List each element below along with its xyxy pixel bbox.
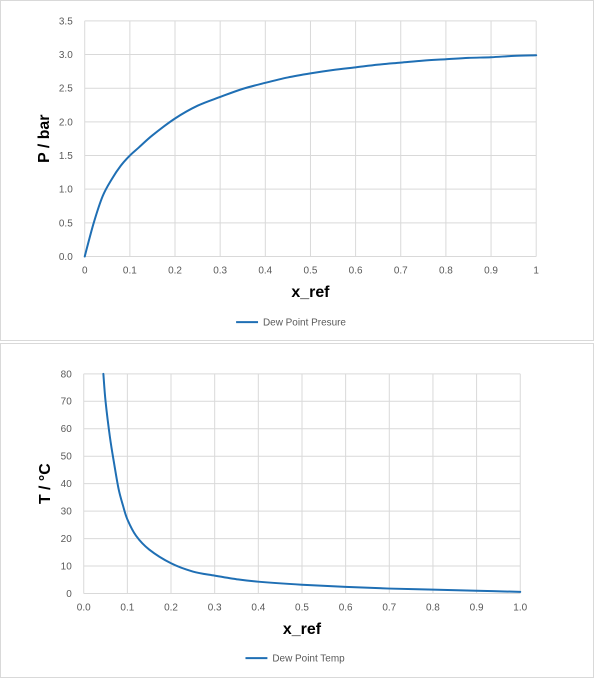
x-axis-title: x_ref xyxy=(283,621,322,638)
legend-label: Dew Point Presure xyxy=(263,318,346,329)
x-tick-label: 0.1 xyxy=(123,265,137,276)
x-tick-label: 0.2 xyxy=(164,602,178,613)
x-tick-label: 0.3 xyxy=(208,602,222,613)
y-tick-label: 0.5 xyxy=(59,218,73,229)
y-axis-title: P / bar xyxy=(36,115,53,163)
x-tick-label: 0.7 xyxy=(382,602,396,613)
x-tick-label: 0.5 xyxy=(295,602,309,613)
y-tick-label: 1.5 xyxy=(59,151,73,162)
temperature-chart: 0 10 20 30 40 50 60 70 80 0.0 0.1 0.2 0.3 0.4 0.5 0.6 0.… xyxy=(37,369,528,665)
y-tick-label: 10 xyxy=(61,562,73,573)
y-tick-label: 20 xyxy=(61,534,73,545)
x-tick-label: 0.4 xyxy=(251,602,265,613)
y-tick-label: 2.5 xyxy=(59,84,73,95)
y-axis-title: T / °C xyxy=(37,463,54,504)
y-tick-label: 2.0 xyxy=(59,117,73,128)
x-tick-label: 0.8 xyxy=(426,602,440,613)
y-tick-label: 0.0 xyxy=(59,252,73,263)
x-tick-label: 0 xyxy=(82,265,88,276)
x-tick-label: 0.3 xyxy=(213,265,227,276)
series-line xyxy=(83,54,538,258)
pressure-chart: 0.0 0.5 1.0 1.5 2.0 2.5 3.0 3.5 0 0.1 0.2 0.3 0.4 0.5… xyxy=(36,16,540,329)
y-tick-label: 1.0 xyxy=(59,185,73,196)
x-tick-label: 0.5 xyxy=(304,265,318,276)
x-tick-label: 0.1 xyxy=(120,602,134,613)
y-tick-label: 50 xyxy=(61,452,73,463)
x-tick-label: 0.7 xyxy=(394,265,408,276)
y-tick-label: 0 xyxy=(66,589,72,600)
x-tick-label: 0.8 xyxy=(439,265,453,276)
pressure-chart-panel: 0.0 0.5 1.0 1.5 2.0 2.5 3.0 3.5 0 0.1 0.2 0.3 0.4 0.5… xyxy=(0,0,594,341)
x-tick-label: 0.9 xyxy=(470,602,484,613)
x-tick-label: 1 xyxy=(533,265,539,276)
x-tick-label: 0.6 xyxy=(339,602,353,613)
y-tick-label: 80 xyxy=(61,369,73,380)
y-tick-label: 3.0 xyxy=(59,50,73,61)
legend-label: Dew Point Temp xyxy=(272,654,345,665)
series-line xyxy=(102,372,522,593)
y-tick-label: 40 xyxy=(61,479,73,490)
y-tick-label: 60 xyxy=(61,424,73,435)
y-tick-label: 3.5 xyxy=(59,16,73,27)
x-tick-label: 0.4 xyxy=(258,265,272,276)
x-tick-label: 0.0 xyxy=(77,602,91,613)
x-tick-label: 0.9 xyxy=(484,265,498,276)
x-axis-title: x_ref xyxy=(291,284,330,301)
x-tick-label: 0.6 xyxy=(349,265,363,276)
temperature-chart-panel: 0 10 20 30 40 50 60 70 80 0.0 0.1 0.2 0.3 0.4 0.5 0.6 0.… xyxy=(0,343,594,678)
y-tick-label: 30 xyxy=(61,507,73,518)
x-tick-label: 1.0 xyxy=(513,602,527,613)
x-tick-label: 0.2 xyxy=(168,265,182,276)
y-tick-label: 70 xyxy=(61,397,73,408)
